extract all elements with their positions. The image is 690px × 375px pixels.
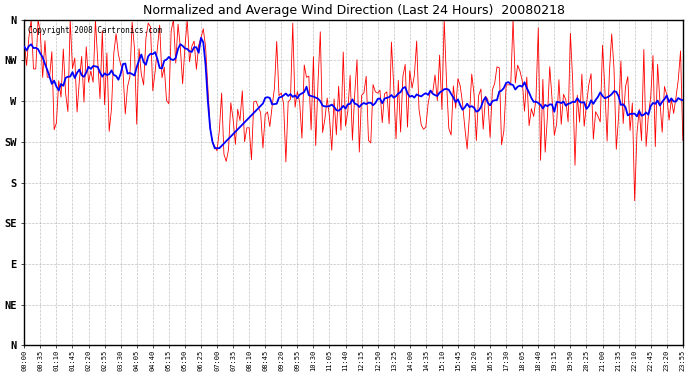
Title: Normalized and Average Wind Direction (Last 24 Hours)  20080218: Normalized and Average Wind Direction (L… bbox=[143, 4, 564, 17]
Text: Copyright 2008 Cartronics.com: Copyright 2008 Cartronics.com bbox=[28, 26, 161, 35]
